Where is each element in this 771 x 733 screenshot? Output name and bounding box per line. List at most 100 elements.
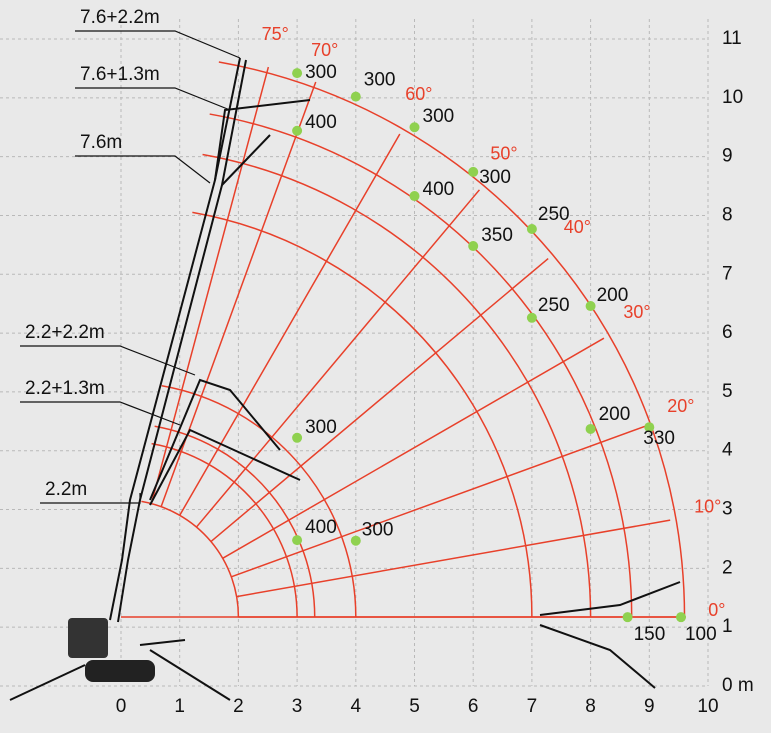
- load-label: 250: [538, 295, 570, 316]
- x-tick-label: 7: [527, 696, 538, 717]
- x-tick-label: 10: [697, 696, 718, 717]
- angle-line: [179, 133, 401, 516]
- angle-line: [150, 66, 270, 504]
- boom-short: [149, 428, 301, 506]
- angle-label: 30°: [623, 302, 650, 322]
- load-point: [350, 535, 361, 546]
- load-point: [585, 301, 596, 312]
- angle-line: [236, 519, 671, 598]
- angle-label: 40°: [564, 217, 591, 237]
- load-label: 300: [479, 167, 511, 188]
- load-point: [409, 122, 420, 133]
- load-label: 300: [362, 520, 394, 541]
- boom-label: 7.6+1.3m: [80, 64, 160, 85]
- angle-line: [210, 257, 549, 543]
- x-tick-label: 4: [351, 696, 362, 717]
- boom: [117, 59, 247, 623]
- load-point: [468, 166, 479, 177]
- load-label: 300: [364, 70, 396, 91]
- x-tick-label: 0: [116, 696, 127, 717]
- leader-line: [75, 155, 211, 184]
- outrigger: [149, 649, 231, 701]
- x-tick-label: 3: [292, 696, 303, 717]
- y-tick-label: 9: [722, 146, 733, 167]
- boom-label: 7.6m: [80, 132, 122, 153]
- angle-label: 20°: [667, 396, 694, 416]
- angle-label: 0°: [708, 600, 725, 620]
- angle-line: [195, 189, 481, 528]
- load-label: 250: [538, 204, 570, 225]
- leader-line: [75, 30, 241, 59]
- crane-track: [85, 660, 155, 682]
- load-point: [292, 535, 303, 546]
- boom-fly: [221, 134, 271, 186]
- y-tick-label: 10: [722, 87, 743, 108]
- y-tick-label: 5: [722, 381, 733, 402]
- x-tick-label: 6: [468, 696, 479, 717]
- load-label: 200: [599, 404, 631, 425]
- hook: [539, 624, 656, 689]
- load-label: 400: [305, 517, 337, 538]
- leader-line: [20, 401, 181, 426]
- leader-line: [40, 493, 141, 504]
- load-point: [526, 223, 537, 234]
- boom-fly: [214, 99, 311, 181]
- range-arc: [218, 61, 686, 618]
- angle-label: 10°: [694, 496, 721, 516]
- load-label: 300: [305, 417, 337, 438]
- load-point: [585, 423, 596, 434]
- y-tick-label: 6: [722, 322, 733, 343]
- angle-label: 60°: [405, 84, 432, 104]
- angle-label: 70°: [311, 40, 338, 60]
- boom-label: 2.2m: [45, 479, 87, 500]
- load-point: [292, 432, 303, 443]
- x-tick-label: 1: [174, 696, 185, 717]
- y-tick-label: 2: [722, 557, 733, 578]
- y-tick-label: 1: [722, 616, 733, 637]
- angle-label: 75°: [262, 24, 289, 44]
- leader-line: [20, 345, 196, 376]
- load-point: [292, 68, 303, 79]
- boom-label: 2.2+2.2m: [25, 322, 105, 343]
- angle-label: 50°: [490, 143, 517, 163]
- outrigger: [139, 639, 186, 646]
- hook: [539, 581, 681, 616]
- load-label: 300: [305, 62, 337, 83]
- y-tick-label: 3: [722, 499, 733, 520]
- load-label: 400: [305, 112, 337, 133]
- angle-line: [222, 337, 605, 559]
- x-tick-label: 2: [233, 696, 244, 717]
- load-point: [468, 241, 479, 252]
- y-tick-label: 11: [722, 28, 742, 49]
- load-label: 100: [685, 624, 717, 645]
- x-tick-label: 9: [644, 696, 655, 717]
- load-point: [526, 312, 537, 323]
- load-label: 330: [643, 428, 675, 449]
- x-tick-label: 5: [409, 696, 420, 717]
- x-tick-label: 8: [585, 696, 596, 717]
- y-tick-label: 0 m: [722, 675, 754, 696]
- boom-label: 7.6+2.2m: [80, 7, 160, 28]
- boom-short: [149, 378, 281, 501]
- load-point: [675, 612, 686, 623]
- range-arc: [141, 500, 240, 618]
- load-label: 400: [423, 179, 455, 200]
- leader-line: [75, 87, 231, 111]
- load-label: 350: [481, 225, 513, 246]
- load-point: [622, 612, 633, 623]
- y-tick-label: 7: [722, 263, 733, 284]
- load-label: 150: [634, 624, 666, 645]
- load-point: [350, 91, 361, 102]
- boom-label: 2.2+1.3m: [25, 378, 105, 399]
- load-point: [644, 422, 655, 433]
- load-label: 200: [597, 285, 629, 306]
- load-point: [292, 125, 303, 136]
- angle-line: [231, 425, 646, 578]
- y-tick-label: 4: [722, 440, 733, 461]
- boom: [109, 57, 241, 621]
- load-point: [409, 191, 420, 202]
- y-tick-label: 8: [722, 204, 733, 225]
- crane-body: [68, 618, 108, 658]
- load-label: 300: [423, 106, 455, 127]
